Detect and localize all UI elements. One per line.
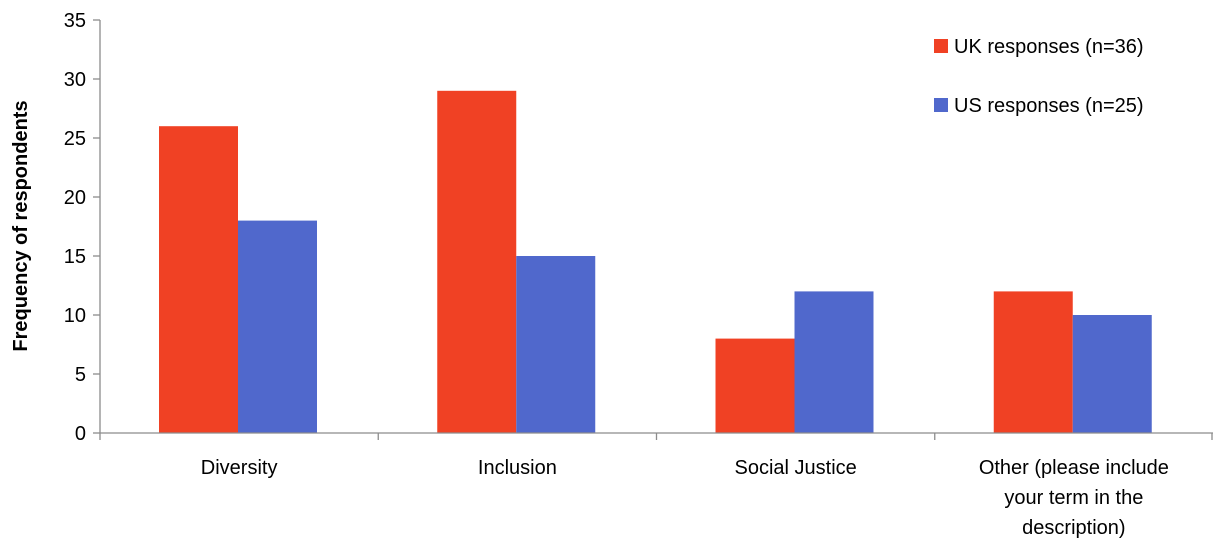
bar-uk-0	[159, 126, 238, 433]
y-tick-label: 25	[64, 128, 86, 150]
x-category-label: Diversity	[201, 457, 278, 479]
y-tick-label: 30	[64, 69, 86, 91]
legend-label-uk: UK responses (n=36)	[954, 36, 1144, 58]
bars-group	[159, 90, 1152, 434]
legend-swatch-us	[934, 98, 948, 112]
x-category-label: Social Justice	[734, 457, 856, 479]
axes-group	[93, 19, 1213, 440]
y-tick-label: 5	[75, 364, 86, 386]
legend-swatch-uk	[934, 39, 948, 53]
category-labels-group: Diversity Inclusion Social Justice Other (p…	[201, 457, 1169, 539]
legend: UK responses (n=36) US responses (n=25)	[934, 36, 1144, 117]
bar-us-3	[1072, 315, 1152, 433]
bar-uk-2	[715, 338, 795, 433]
bar-us-1	[516, 256, 596, 433]
bar-uk-1	[437, 90, 517, 434]
y-tick-label: 10	[64, 305, 86, 327]
bar-uk-3	[993, 291, 1073, 433]
y-tick-label: 0	[75, 423, 86, 445]
x-category-label: Inclusion	[478, 457, 557, 479]
x-category-label: Other (please include your term in the des…	[979, 457, 1169, 539]
y-tick-label: 35	[64, 10, 86, 32]
bar-us-0	[238, 220, 317, 433]
y-tick-label: 20	[64, 187, 86, 209]
y-ticks-group: 0 5 10 15 20 25 30 35	[64, 10, 86, 445]
legend-label-us: US responses (n=25)	[954, 95, 1144, 117]
y-axis-label: Frequency of respondents	[10, 100, 32, 351]
bar-us-2	[794, 291, 874, 433]
y-tick-label: 15	[64, 246, 86, 268]
